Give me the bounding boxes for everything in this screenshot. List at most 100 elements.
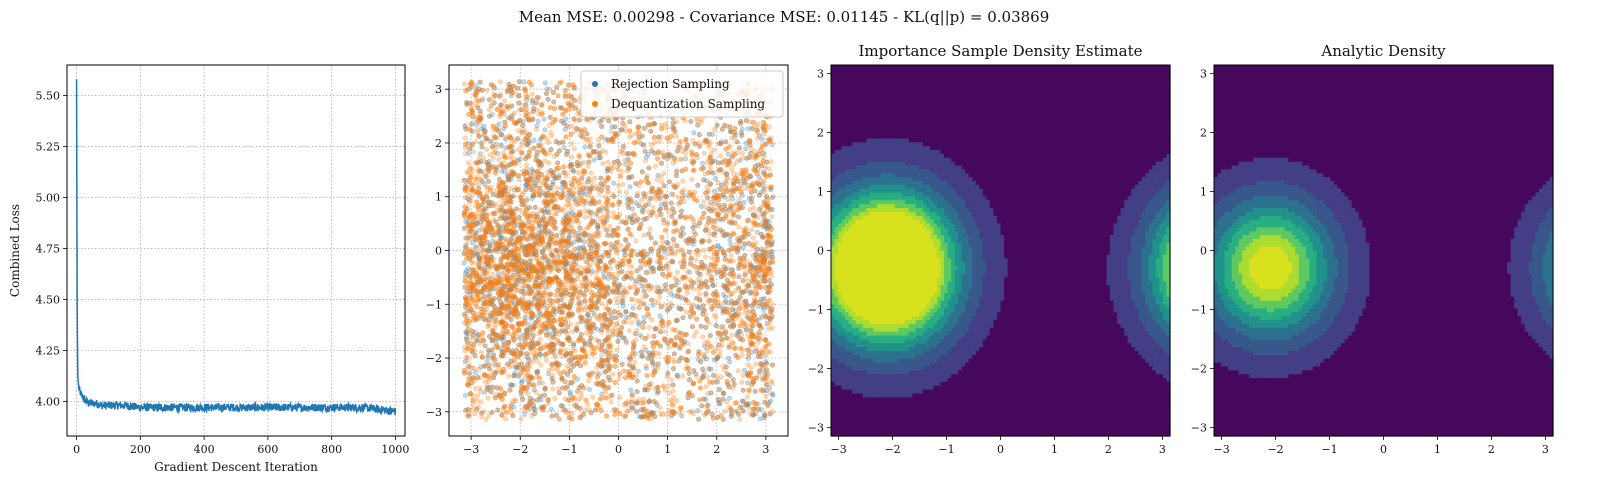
dequantization-point <box>624 190 628 194</box>
rejection-point <box>478 152 482 156</box>
y-tick-label: −2 <box>426 352 442 365</box>
dequantization-point <box>619 149 623 153</box>
dequantization-point <box>511 156 515 160</box>
dequantization-point <box>770 239 774 243</box>
dequantization-point <box>745 395 749 399</box>
dequantization-point <box>767 167 771 171</box>
dequantization-point <box>690 177 694 181</box>
rejection-point <box>549 407 553 411</box>
dequantization-point <box>660 180 664 184</box>
dequantization-point <box>519 417 523 421</box>
dequantization-point <box>740 151 744 155</box>
dequantization-point <box>694 330 698 334</box>
dequantization-point <box>472 412 476 416</box>
dequantization-point <box>770 215 774 219</box>
x-tick-label: 0 <box>73 443 80 456</box>
y-tick-label: 1 <box>435 191 442 204</box>
dequantization-point <box>642 233 646 237</box>
dequantization-point <box>570 207 574 211</box>
dequantization-point <box>540 381 544 385</box>
dequantization-point <box>657 352 661 356</box>
rejection-point <box>532 138 536 142</box>
x-tick-label: 400 <box>194 443 215 456</box>
dequantization-point <box>466 161 470 165</box>
dequantization-point <box>753 346 757 350</box>
dequantization-point <box>768 391 772 395</box>
dequantization-point <box>612 326 616 330</box>
dequantization-point <box>546 286 550 290</box>
y-tick-label: −1 <box>426 298 442 311</box>
y-tick-label: 5.25 <box>36 141 61 154</box>
dequantization-point <box>564 282 568 286</box>
dequantization-point <box>702 151 706 155</box>
rejection-point <box>760 137 764 141</box>
rejection-point <box>583 145 587 149</box>
dequantization-point <box>741 373 745 377</box>
dequantization-point <box>639 198 643 202</box>
dequantization-point <box>485 88 489 92</box>
dequantization-point <box>491 362 495 366</box>
dequantization-point <box>556 387 560 391</box>
dequantization-point <box>729 292 733 296</box>
loss-panel: 0 200 400 600 800 10004.004.254.504.755.005.2… <box>8 65 409 474</box>
x-tick-label: 600 <box>257 443 278 456</box>
dequantization-point <box>767 125 771 129</box>
rejection-point <box>536 119 540 123</box>
rejection-point <box>473 370 477 374</box>
dequantization-point <box>676 375 680 379</box>
dequantization-point <box>481 97 485 101</box>
dequantization-point <box>655 177 659 181</box>
rejection-point <box>564 117 568 121</box>
dequantization-point <box>769 379 773 383</box>
dequantization-point <box>698 292 702 296</box>
dequantization-point <box>581 256 585 260</box>
axes-frame <box>67 65 405 436</box>
y-tick-label: −3 <box>426 406 442 419</box>
dequantization-point <box>712 148 716 152</box>
dequantization-point <box>621 182 625 186</box>
dequantization-point <box>572 147 576 151</box>
dequantization-point <box>726 197 730 201</box>
dequantization-point <box>643 126 647 130</box>
x-tick-label: 3 <box>762 443 769 456</box>
x-tick-label: 2 <box>713 443 720 456</box>
dequantization-point <box>764 394 768 398</box>
rejection-point <box>658 314 662 318</box>
dequantization-point <box>470 168 474 172</box>
dequantization-point <box>610 166 614 170</box>
dequantization-point <box>551 387 555 391</box>
dequantization-point <box>615 348 619 352</box>
dequantization-point <box>571 347 575 351</box>
dequantization-point <box>732 135 736 139</box>
dequantization-point <box>477 367 481 371</box>
dequantization-point <box>701 352 705 356</box>
rejection-point <box>712 189 716 193</box>
rejection-point <box>562 145 566 149</box>
dequantization-point <box>534 127 538 131</box>
rejection-point <box>568 390 572 394</box>
dequantization-point <box>751 206 755 210</box>
dequantization-point <box>639 264 643 268</box>
loss-line <box>77 79 396 415</box>
dequantization-point <box>632 212 636 216</box>
dequantization-point <box>768 350 772 354</box>
dequantization-point <box>730 167 734 171</box>
dequantization-point <box>634 239 638 243</box>
rejection-point <box>636 369 640 373</box>
dequantization-point <box>591 395 595 399</box>
dequantization-point <box>724 181 728 185</box>
dequantization-point <box>703 255 707 259</box>
dequantization-point <box>663 388 667 392</box>
dequantization-point <box>566 198 570 202</box>
rejection-point <box>726 152 730 156</box>
dequantization-point <box>611 372 615 376</box>
rejection-point <box>744 147 748 151</box>
dequantization-point <box>510 399 514 403</box>
dequantization-point <box>547 87 551 91</box>
dequantization-point <box>608 224 612 228</box>
dequantization-point <box>588 263 592 267</box>
y-tick-label: 4.25 <box>36 344 61 357</box>
x-tick-label: −1 <box>561 443 577 456</box>
dequantization-point <box>695 119 699 123</box>
